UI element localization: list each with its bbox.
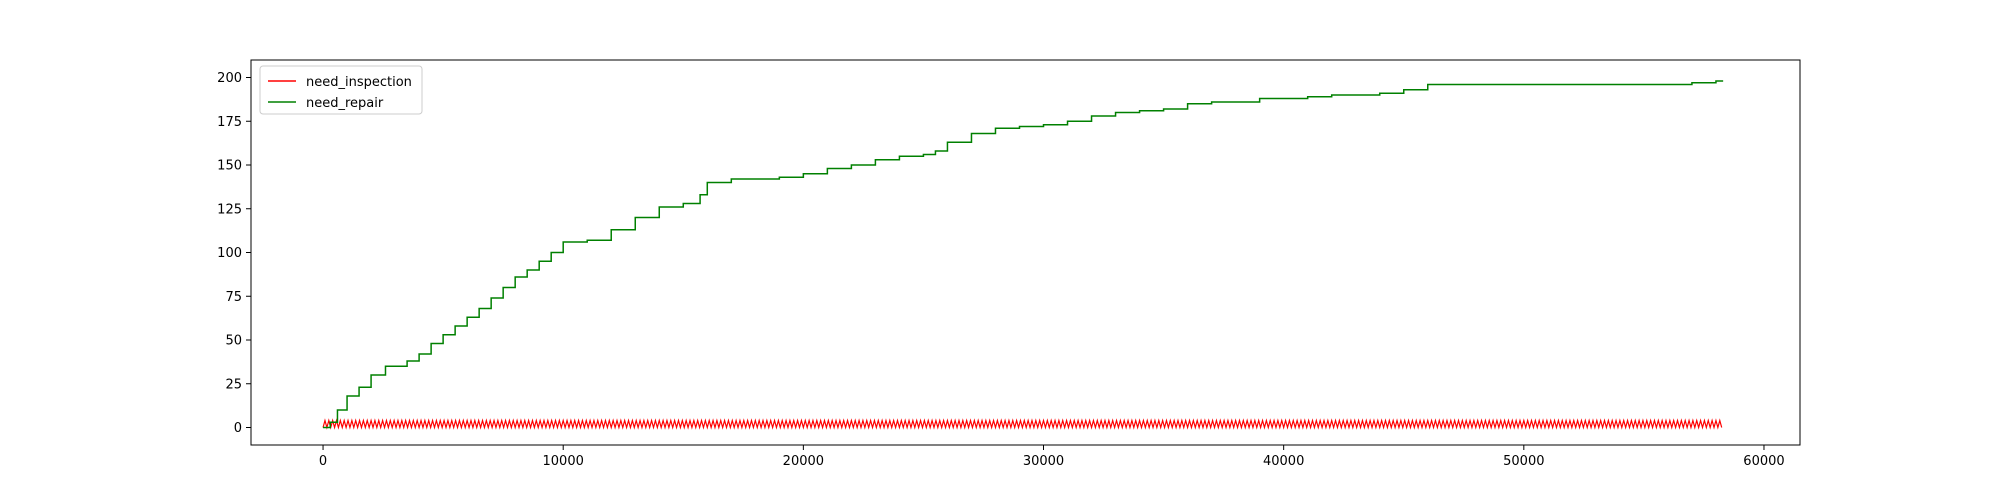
series-line-need-inspection: [322, 418, 1723, 430]
series-line-need-repair: [323, 80, 1724, 429]
x-tick-label: 20000: [783, 454, 824, 469]
legend-label: need_repair: [306, 96, 384, 111]
legend-box: [259, 65, 423, 115]
y-tick-label: 50: [225, 334, 242, 349]
x-tick-label: 10000: [543, 454, 584, 469]
y-tick-label: 150: [217, 159, 242, 174]
x-tick-label: 0: [319, 454, 327, 469]
y-axis: 0 25 50 75 100 125 150 175 200: [217, 71, 251, 436]
x-tick-label: 50000: [1503, 454, 1544, 469]
x-tick-label: 30000: [1023, 454, 1064, 469]
x-axis: 0 10000 20000 30000 40000 50000 60000: [319, 445, 1785, 469]
y-tick-label: 125: [217, 202, 242, 217]
y-tick-label: 100: [217, 246, 242, 261]
y-tick-label: 0: [234, 421, 242, 436]
y-tick-label: 25: [225, 377, 242, 392]
y-tick-label: 200: [217, 71, 242, 86]
legend-label: need_inspection: [306, 75, 412, 90]
x-tick-label: 60000: [1743, 454, 1784, 469]
x-tick-label: 40000: [1263, 454, 1304, 469]
plot-frame: [250, 59, 1801, 446]
y-tick-label: 75: [225, 290, 242, 305]
plot-data: [322, 80, 1724, 430]
legend: need_inspection need_repair: [259, 65, 423, 115]
y-tick-label: 175: [217, 115, 242, 130]
